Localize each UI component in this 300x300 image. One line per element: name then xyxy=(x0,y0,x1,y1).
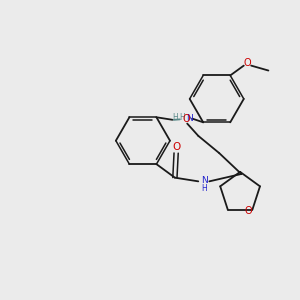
Text: H: H xyxy=(179,113,185,122)
Text: N: N xyxy=(201,176,208,184)
Text: O: O xyxy=(245,206,253,216)
Text: O: O xyxy=(172,142,180,152)
Text: O: O xyxy=(183,114,190,124)
Text: H: H xyxy=(172,113,178,122)
Text: O: O xyxy=(244,58,251,68)
Text: H: H xyxy=(201,184,207,193)
Text: N: N xyxy=(186,114,193,123)
